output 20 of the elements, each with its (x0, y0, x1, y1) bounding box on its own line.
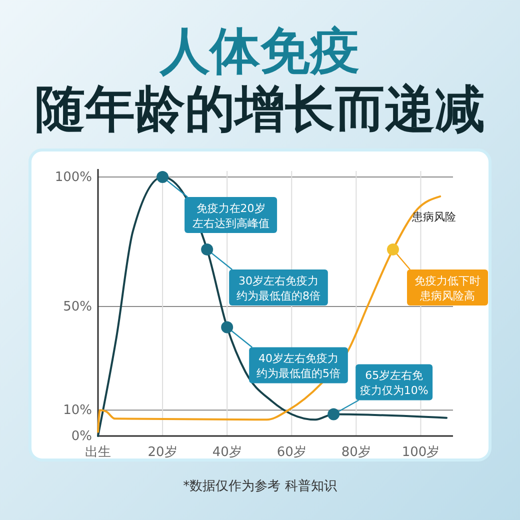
point (386, 244, 399, 256)
x-tick-label: 20岁 (148, 445, 178, 460)
x-tick-label: 100岁 (402, 445, 440, 460)
chart-subtitle: 随年龄的增长而递减 (35, 80, 485, 138)
annotation: 免疫力低下时患病风险高 (414, 274, 480, 303)
annotation: 30岁左右免疫力约为最低值的8倍 (236, 274, 320, 303)
series-label: 患病风险 (411, 210, 456, 224)
text: *数据仅作为参考 科普知识 (183, 478, 337, 494)
x-tick-label: 80岁 (341, 445, 371, 460)
x-tick-label: 出生 (85, 445, 111, 460)
chart-title: 人体免疫 (159, 22, 360, 80)
y-tick-label: 0% (71, 429, 92, 444)
y-tick-label: 50% (63, 300, 92, 314)
x-tick-label: 40岁 (212, 445, 242, 460)
x-tick-label: 60岁 (276, 445, 306, 460)
y-tick-label: 10% (63, 403, 92, 418)
annotation: 65岁左右免疫力仅为10% (360, 369, 428, 398)
y-tick-label: 100% (54, 170, 92, 185)
annotation: 免疫力在20岁左右达到高峰值 (192, 202, 270, 230)
annotation: 40岁左右免疫力约为最低值的5倍 (256, 352, 341, 380)
